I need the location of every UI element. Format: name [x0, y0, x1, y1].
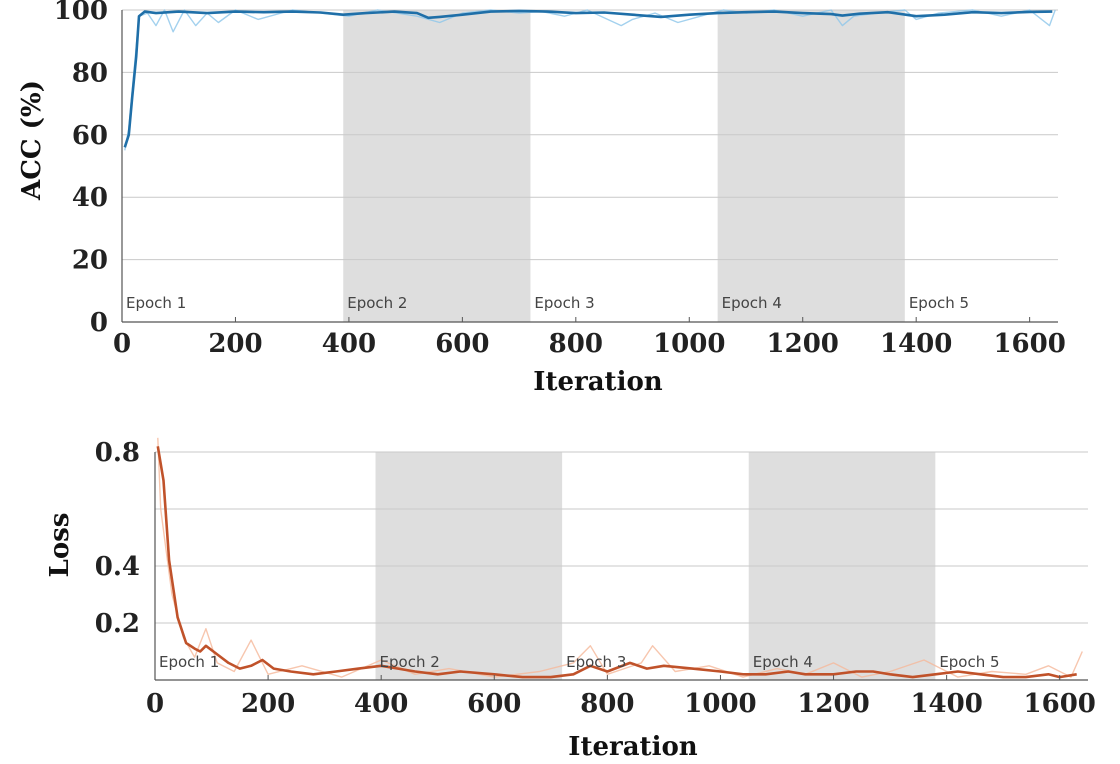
loss-chart: Epoch 1 Epoch 2 Epoch 3 Epoch 4 Epoch 5 0 200…	[45, 437, 1096, 762]
x-tick-label: 200	[208, 329, 262, 359]
epoch-label: Epoch 2	[380, 653, 440, 671]
y-tick-label: 20	[72, 246, 108, 276]
epoch-label: Epoch 3	[534, 294, 594, 312]
smoothed-series-line	[123, 9, 1053, 148]
gridlines	[155, 451, 1088, 624]
epoch-bands	[343, 10, 905, 322]
x-tick-label: 0	[146, 689, 164, 719]
x-tick-label: 1600	[1024, 689, 1096, 719]
epoch-label: Epoch 5	[939, 653, 999, 671]
x-tick-label: 1200	[797, 689, 869, 719]
x-tick-label: 800	[580, 689, 634, 719]
axes	[121, 10, 1058, 323]
epoch-labels: Epoch 1 Epoch 2 Epoch 3 Epoch 4 Epoch 5	[126, 294, 969, 312]
x-axis-label: Iteration	[568, 732, 697, 762]
series-layer	[156, 437, 1083, 679]
raw-series-line	[124, 9, 1056, 151]
smoothed-series-line	[156, 446, 1077, 679]
y-tick-label: 0.2	[95, 609, 140, 639]
y-tick-label: 0.4	[95, 552, 140, 582]
y-tick-label: 80	[72, 58, 108, 88]
y-tick-label: 0	[90, 308, 108, 338]
x-tick-label: 1200	[767, 329, 839, 359]
series-layer	[123, 9, 1056, 151]
x-tick-label: 800	[549, 329, 603, 359]
y-tick-label: 60	[72, 121, 108, 151]
x-tick-label: 200	[241, 689, 295, 719]
raw-series-line	[157, 437, 1083, 678]
gridlines	[122, 9, 1058, 323]
y-tick-label: 100	[54, 0, 108, 26]
epoch-label: Epoch 4	[753, 653, 813, 671]
x-axis-label: Iteration	[533, 367, 662, 397]
y-axis-label: ACC (%)	[17, 80, 47, 201]
epoch-label: Epoch 3	[566, 653, 626, 671]
epoch-label: Epoch 4	[722, 294, 782, 312]
axes	[154, 452, 1088, 681]
tick-labels: 0 200 400 600 800 1000 1200 1400 1600 0.2 0.4 0.8	[95, 438, 1096, 719]
epoch-label: Epoch 1	[159, 653, 219, 671]
x-tick-label: 1600	[993, 329, 1065, 359]
x-tick-label: 1000	[653, 329, 725, 359]
epoch-band	[343, 10, 531, 322]
x-tick-label: 400	[322, 329, 376, 359]
tick-labels: 0 200 400 600 800 1000 1200 1400 1600 0 20 40 60 80 10…	[54, 0, 1066, 359]
epoch-label: Epoch 5	[909, 294, 969, 312]
y-axis-label: Loss	[45, 513, 75, 578]
y-tick-label: 0.8	[95, 438, 140, 468]
x-tick-label: 600	[435, 329, 489, 359]
x-tick-label: 0	[113, 329, 131, 359]
x-tick-label: 1000	[684, 689, 756, 719]
epoch-label: Epoch 1	[126, 294, 186, 312]
epoch-band	[717, 10, 905, 322]
accuracy-chart: Epoch 1 Epoch 2 Epoch 3 Epoch 4 Epoch 5 0 200…	[17, 0, 1066, 397]
epoch-labels: Epoch 1 Epoch 2 Epoch 3 Epoch 4 Epoch 5	[159, 653, 1000, 671]
y-tick-label: 40	[72, 183, 108, 213]
x-tick-label: 600	[467, 689, 521, 719]
x-tick-label: 400	[354, 689, 408, 719]
epoch-label: Epoch 2	[347, 294, 407, 312]
x-tick-label: 1400	[880, 329, 952, 359]
x-tick-label: 1400	[910, 689, 982, 719]
